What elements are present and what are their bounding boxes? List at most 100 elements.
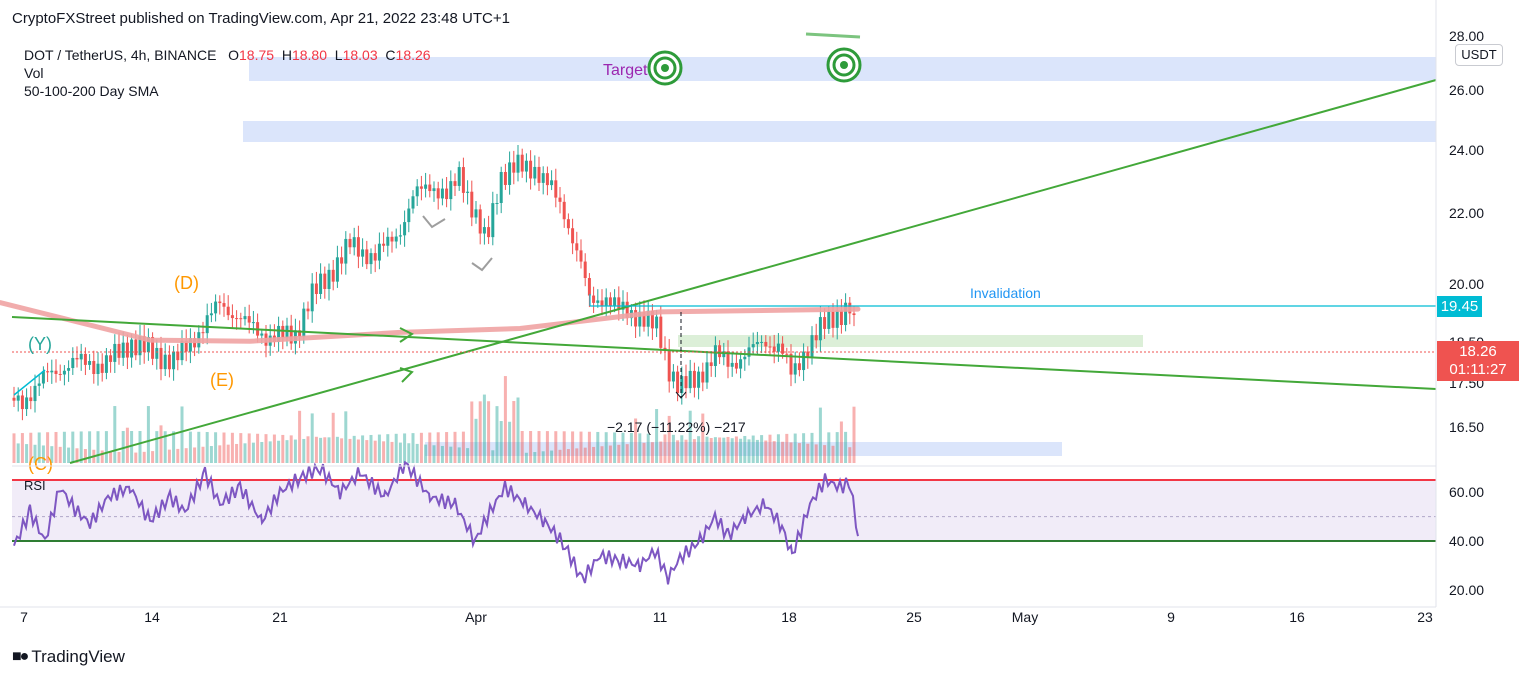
candle-body xyxy=(516,154,520,173)
volume-bar xyxy=(688,410,692,463)
candle-body xyxy=(377,243,381,261)
candle-body xyxy=(306,308,310,312)
candle-body xyxy=(713,345,717,367)
candle-body xyxy=(373,253,377,261)
candle-body xyxy=(751,344,755,348)
candle-body xyxy=(277,325,281,342)
volume-bar xyxy=(268,441,272,463)
volume-bar xyxy=(625,444,629,463)
legend-symbol[interactable]: DOT / TetherUS, 4h, BINANCE xyxy=(24,47,217,63)
candle-body xyxy=(537,166,541,183)
volume-bar xyxy=(776,434,780,463)
volume-bar xyxy=(818,407,822,463)
legend-vol[interactable]: Vol xyxy=(24,65,44,81)
volume-bar xyxy=(844,431,848,463)
candle-body xyxy=(587,278,591,296)
volume-bar xyxy=(335,436,339,463)
volume-bar xyxy=(230,432,234,463)
target-icon-dot xyxy=(840,61,848,69)
candle-body xyxy=(302,308,306,337)
candle-body xyxy=(571,228,575,244)
candle-body xyxy=(814,335,818,341)
volume-bar xyxy=(134,452,138,463)
volume-bar xyxy=(667,415,671,463)
wave-label-c: (C) xyxy=(28,454,53,474)
volume-bar xyxy=(545,431,549,463)
volume-bar xyxy=(755,439,759,463)
candle-body xyxy=(20,395,24,410)
candle-body xyxy=(415,186,419,197)
candle-body xyxy=(121,342,125,358)
candle-body xyxy=(445,188,449,200)
tradingview-logo-icon: ■● xyxy=(12,648,29,665)
candle-body xyxy=(604,297,608,306)
volume-bar xyxy=(100,450,104,463)
volume-bar xyxy=(726,436,730,463)
candle-body xyxy=(755,341,759,345)
candle-body xyxy=(718,345,722,358)
tradingview-brand[interactable]: ■● TradingView xyxy=(12,647,125,667)
candle-body xyxy=(67,368,71,371)
candle-body xyxy=(835,310,839,328)
candle-body xyxy=(214,301,218,314)
volume-bar xyxy=(440,445,444,463)
volume-bar xyxy=(730,438,734,463)
volume-bar xyxy=(37,432,41,463)
candle-body xyxy=(130,339,134,358)
candle-body xyxy=(12,397,16,401)
candle-body xyxy=(512,162,516,173)
candle-body xyxy=(340,257,344,264)
sma-line xyxy=(0,300,861,344)
volume-bar xyxy=(117,451,121,463)
volume-bar xyxy=(734,436,738,463)
candle-body xyxy=(470,191,474,218)
volume-bar xyxy=(629,433,633,463)
candle-body xyxy=(125,342,129,358)
volume-bar xyxy=(692,439,696,463)
candle-body xyxy=(461,167,465,193)
candle-body xyxy=(797,363,801,371)
volume-bar xyxy=(331,412,335,463)
candle-body xyxy=(697,371,701,388)
currency-button[interactable]: USDT xyxy=(1455,44,1503,66)
volume-bar xyxy=(697,436,701,463)
volume-bar xyxy=(58,446,62,463)
volume-bar xyxy=(415,443,419,463)
volume-bar xyxy=(109,451,113,463)
invalidation-price-tag: 19.45 xyxy=(1437,296,1482,317)
volume-bar xyxy=(789,442,793,463)
candle-body xyxy=(617,297,621,310)
volume-bar xyxy=(277,440,281,463)
volume-zone xyxy=(425,442,1062,456)
legend-c-label: C xyxy=(385,47,396,63)
volume-bar xyxy=(142,451,146,463)
candle-body xyxy=(335,257,339,282)
candle-body xyxy=(579,250,583,262)
volume-bar xyxy=(130,431,134,463)
candle-body xyxy=(852,313,856,316)
volume-bar xyxy=(12,433,16,463)
candle-body xyxy=(701,371,705,383)
volume-bar xyxy=(394,433,398,463)
resistance-zone xyxy=(243,121,1436,142)
volume-bar xyxy=(214,432,218,463)
legend-sma[interactable]: 50-100-200 Day SMA xyxy=(24,83,159,99)
candle-body xyxy=(634,310,638,327)
volume-bar xyxy=(125,427,129,463)
volume-bar xyxy=(793,433,797,463)
candle-body xyxy=(482,227,486,234)
candle-body xyxy=(524,160,528,172)
volume-bar xyxy=(302,438,306,463)
candle-body xyxy=(608,297,612,306)
candle-body xyxy=(398,235,402,237)
candle-body xyxy=(739,359,743,369)
time-axis-tick: 18 xyxy=(781,609,797,625)
candle-body xyxy=(793,363,797,375)
candle-body xyxy=(104,355,108,373)
candle-body xyxy=(827,311,831,329)
volume-bar xyxy=(67,447,71,463)
measure-label: −2.17 (−11.22%) −217 xyxy=(607,419,746,435)
arrow-down-icon xyxy=(422,215,446,229)
legend-rsi[interactable]: RSI xyxy=(24,478,46,493)
